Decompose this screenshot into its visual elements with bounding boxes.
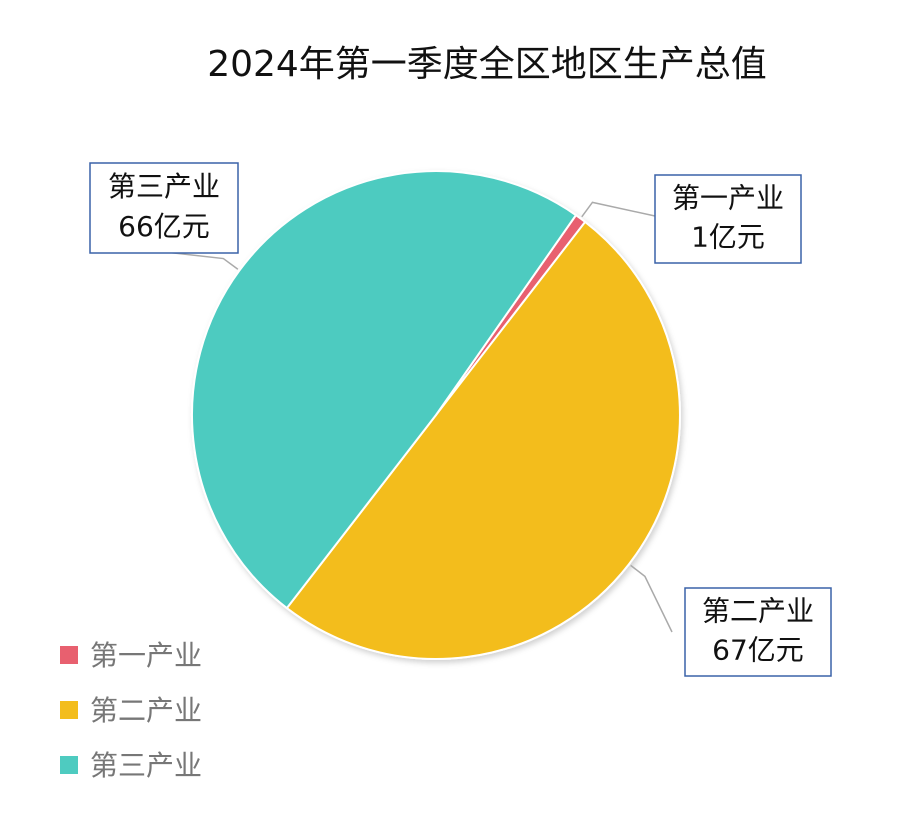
pie [191,170,681,660]
slice-label: 第二产业 [702,595,814,628]
chart-title: 2024年第一季度全区地区生产总值 [207,44,767,85]
pie-slice [285,220,681,660]
legend-label: 第三产业 [90,749,202,782]
slice-label: 第三产业 [108,170,220,203]
leader-line [630,564,673,633]
legend-swatch [60,646,78,664]
leader-line [164,251,239,270]
value-label: 66亿元 [118,210,210,243]
value-label: 67亿元 [712,633,804,666]
label-box [654,174,802,264]
legend-label: 第二产业 [90,694,202,727]
legend-swatch [60,756,78,774]
label-box [684,587,832,677]
slice-label: 第一产业 [672,182,784,215]
leader-line [581,201,656,218]
pie-slice [191,170,578,610]
label-box [89,162,239,254]
legend-label: 第一产业 [90,639,202,672]
value-label: 1亿元 [691,220,765,253]
legend-swatch [60,701,78,719]
